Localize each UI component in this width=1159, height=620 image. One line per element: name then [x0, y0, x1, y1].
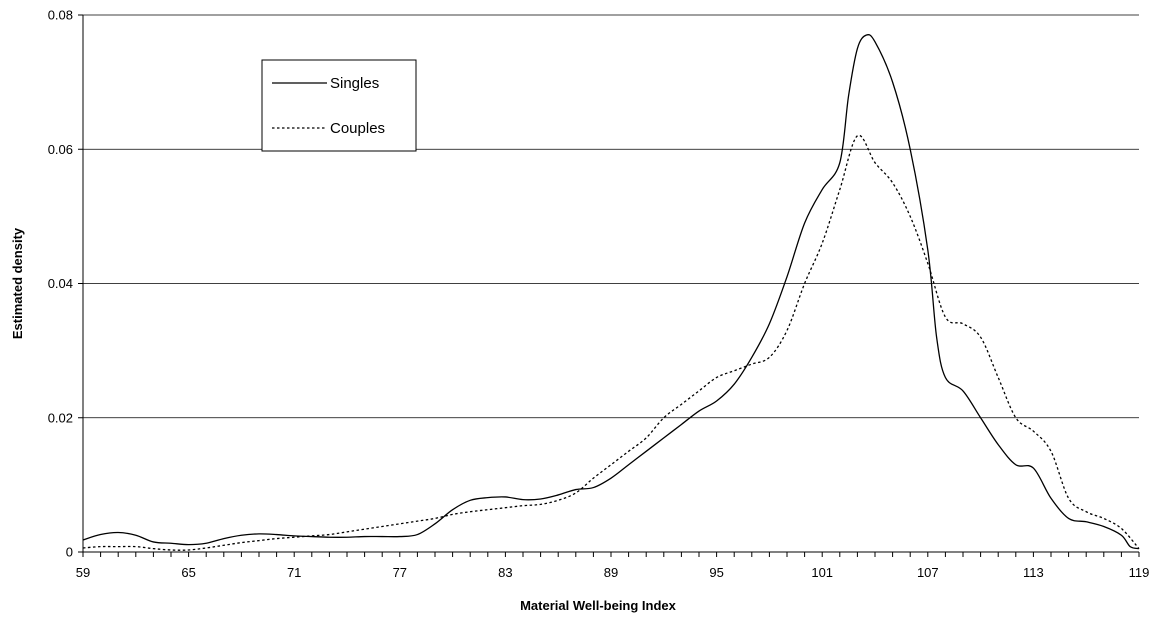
y-tick-label: 0.08 — [48, 8, 73, 23]
y-tick-label: 0 — [66, 545, 73, 560]
x-tick-label: 65 — [181, 565, 195, 580]
x-tick-label: 89 — [604, 565, 618, 580]
legend-box — [261, 59, 417, 152]
y-tick-label: 0.06 — [48, 142, 73, 157]
x-tick-label: 77 — [393, 565, 407, 580]
x-axis-title: Material Well-being Index — [520, 598, 677, 613]
plot-area: 0 0.02 0.04 0.06 0.08 59 65 71 77 83 89 95 101 107 113… — [10, 8, 1149, 614]
x-tick-label: 83 — [498, 565, 512, 580]
x-tick-label: 71 — [287, 565, 301, 580]
y-axis-title: Estimated density — [10, 227, 25, 339]
series-line-singles — [82, 33, 1140, 550]
y-tick-label: 0.02 — [48, 410, 73, 425]
x-tick-label: 95 — [709, 565, 723, 580]
x-tick-label: 101 — [811, 565, 833, 580]
legend-label-singles: Singles — [330, 75, 379, 92]
legend-label-couples: Couples — [330, 120, 385, 137]
x-tick-label: 107 — [917, 565, 939, 580]
x-tick-label: 113 — [1023, 565, 1044, 580]
legend: Singles Couples — [261, 59, 417, 152]
x-tick-label: 59 — [76, 565, 90, 580]
series-line-couples — [82, 134, 1140, 551]
x-tick-label: 119 — [1129, 565, 1150, 580]
y-tick-label: 0.04 — [48, 276, 73, 291]
